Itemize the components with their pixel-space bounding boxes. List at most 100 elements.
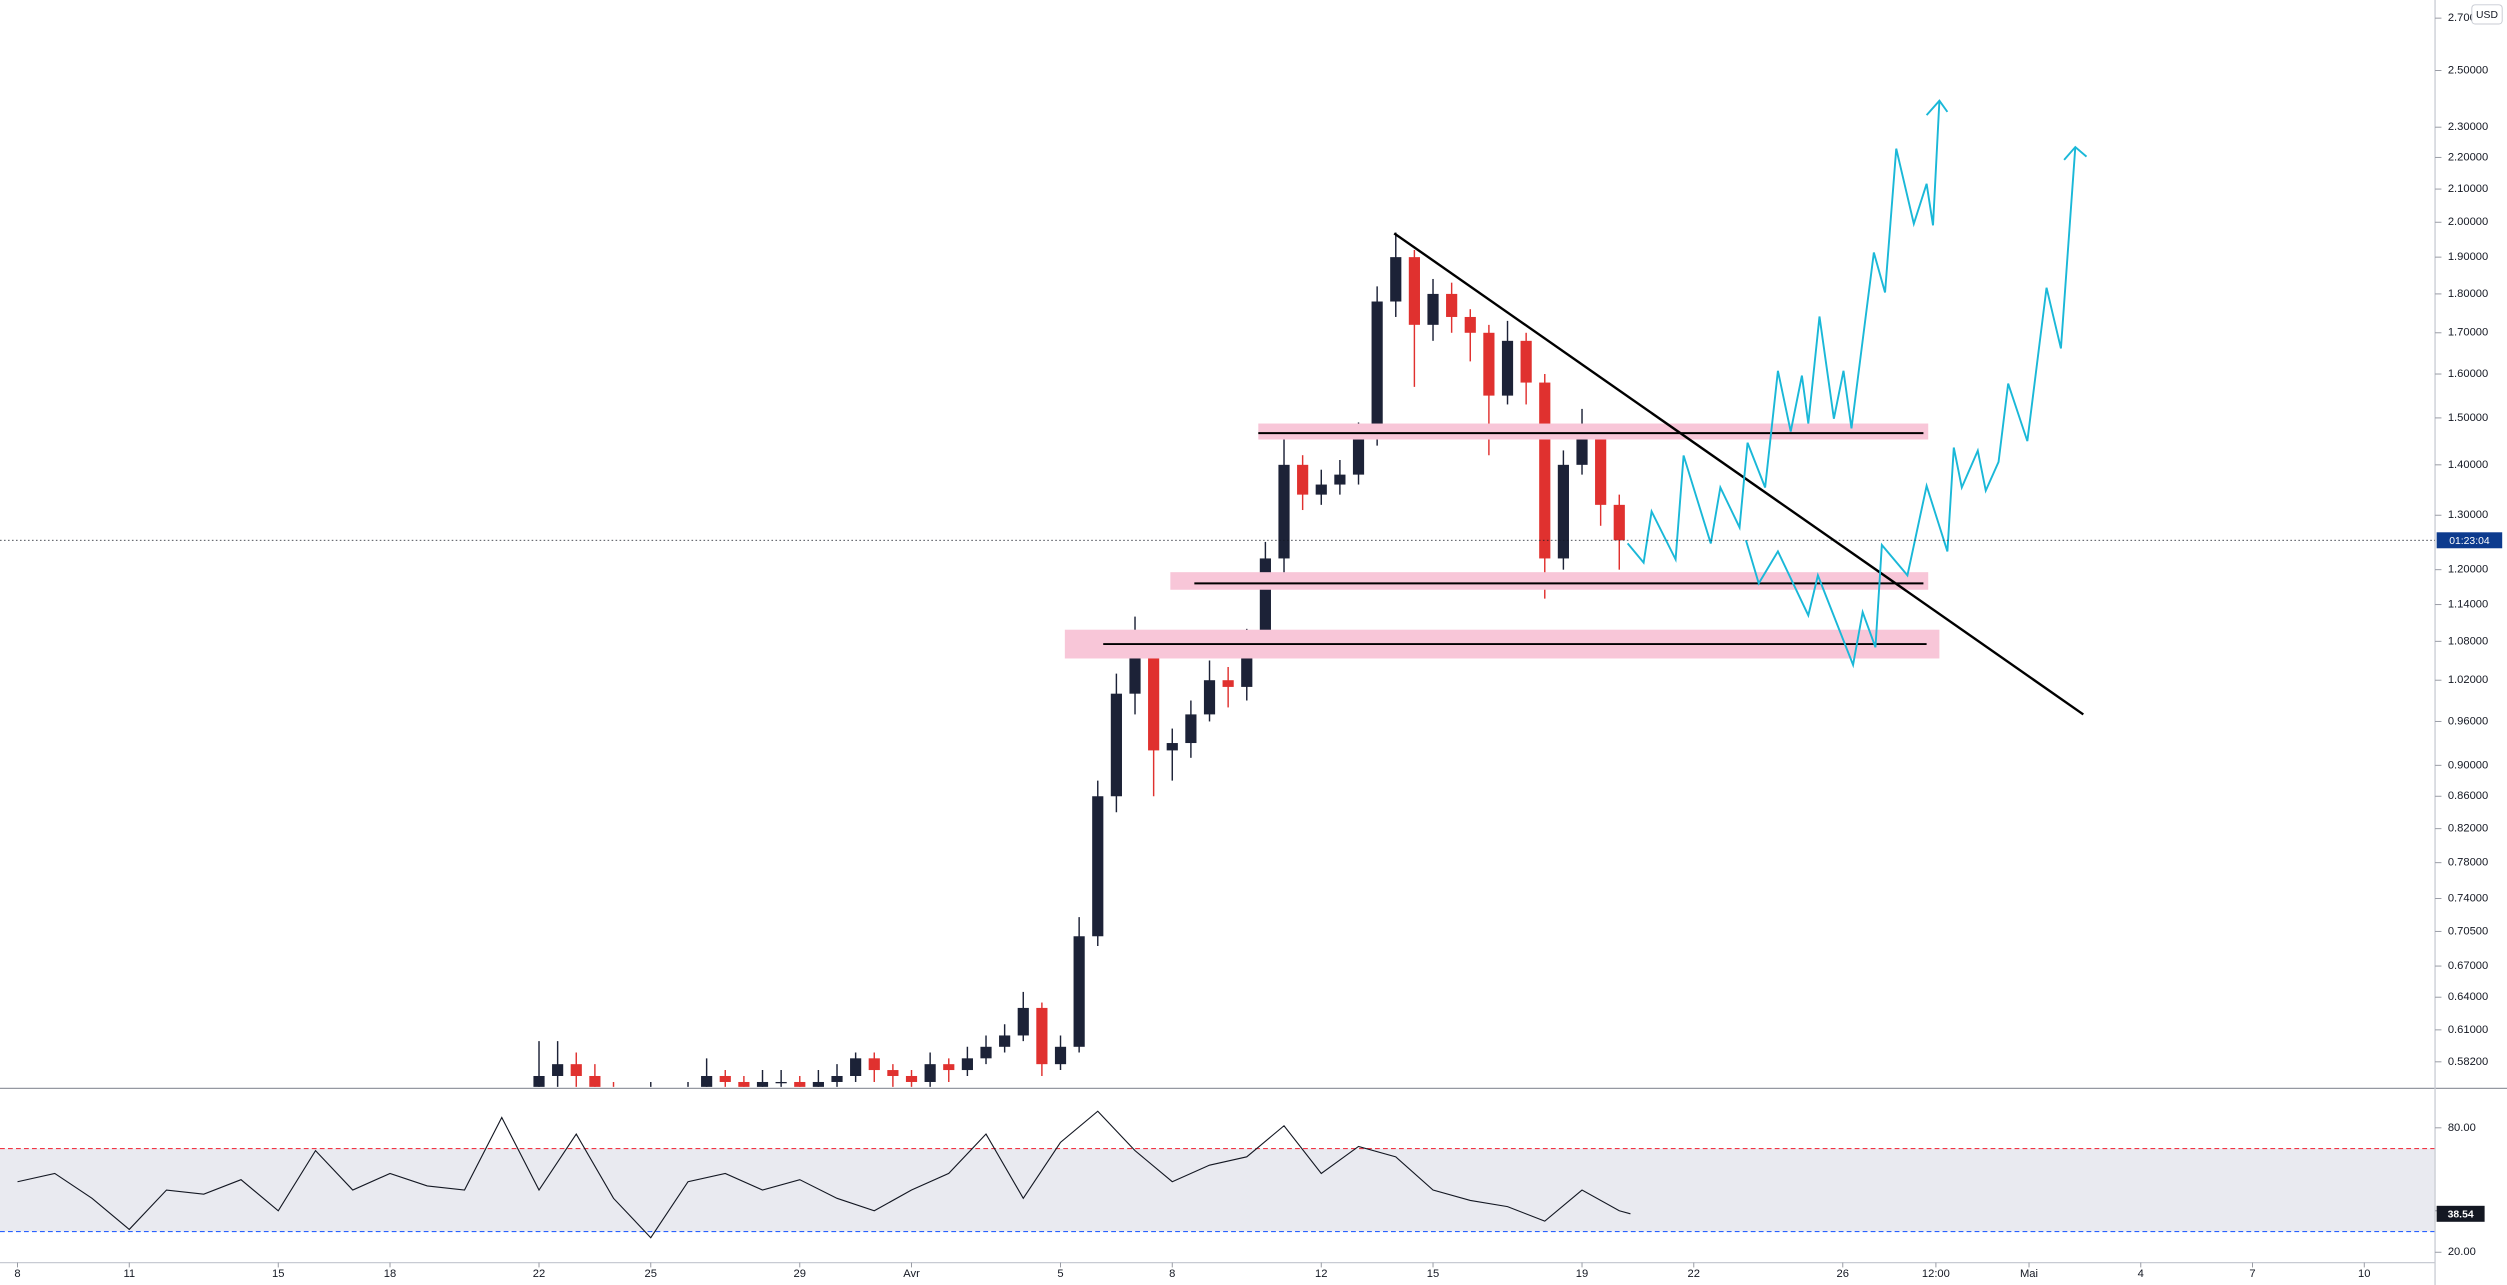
currency-label: USD [2476,10,2498,21]
candle-body [850,1058,862,1076]
rsi-line [17,1110,1631,1239]
y-tick-label: 0.58200 [2448,1056,2488,1068]
x-tick-label: 15 [1427,1268,1439,1280]
candle-body [1501,340,1514,396]
x-tick-label: 18 [384,1268,396,1280]
candle-body [1017,1007,1029,1036]
y-tick-label: 1.50000 [2448,412,2488,424]
y-tick-label: 2.50000 [2448,64,2488,76]
candle-body [1427,293,1439,325]
candle-body [1539,382,1551,559]
candle-body [1576,431,1588,465]
y-tick-label: 0.61000 [2448,1024,2488,1036]
projection-path [1745,146,2077,669]
rsi-line-layer [17,1110,1631,1239]
candle-body [905,1075,918,1082]
y-tick-label: 80.00 [2448,1122,2476,1134]
candle-body [1483,332,1495,396]
rsi-pane [0,1147,2436,1233]
candle-body [1278,464,1290,559]
last-value-label: 38.54 [2448,1209,2474,1220]
y-tick-label: 1.60000 [2448,368,2488,380]
candle-body [1464,316,1476,333]
candle-body [1092,796,1104,937]
y-tick-label: 20.00 [2448,1246,2476,1258]
y-tick-label: 0.70500 [2448,925,2488,937]
x-tick-label: 15 [272,1268,284,1280]
countdown-label: 01:23:04 [2449,536,2490,547]
candle-body [1352,436,1365,475]
candle-body [1036,1007,1048,1065]
y-tick-label: 1.02000 [2448,674,2488,686]
candle-body [831,1075,843,1082]
x-tick-label: 7 [2249,1268,2255,1280]
candle-body [1203,680,1216,715]
countdown-box [2436,532,2503,549]
y-tick-label: 1.08000 [2448,635,2488,647]
candle-body [961,1058,973,1071]
x-tick-label: 25 [645,1268,657,1280]
last-value-box [2436,1205,2485,1222]
y-tick-label: 1.80000 [2448,288,2488,300]
trend-line [1393,232,2084,716]
zone [1170,572,1929,590]
candle-body [1315,484,1327,495]
x-tick-label: 12 [1315,1268,1327,1280]
candle-body [1520,340,1532,383]
candle-body [887,1070,899,1076]
y-tick-label: 1.40000 [2448,459,2488,471]
candle-body [980,1046,992,1059]
x-tick-label: 22 [1688,1268,1700,1280]
candle-body [1613,504,1625,541]
x-tick-label: 4 [2138,1268,2144,1280]
candle-body [1446,293,1458,317]
drawings [1064,99,2088,716]
y-tick-label: 0.86000 [2448,790,2488,802]
y-tick-label: 2.70000 [2448,12,2488,24]
y-tick-label: 0.90000 [2448,759,2488,771]
candle-body [1259,558,1271,642]
y-tick-label: 0.96000 [2448,715,2488,727]
candle-body [756,1081,769,1087]
y-tick-label: 1.30000 [2448,509,2488,521]
candle-body [1073,936,1085,1047]
projection-arrow [1925,99,1949,116]
zone [1258,423,1929,440]
x-tick-label: Avr [903,1268,920,1280]
x-tick-label: 11 [123,1268,135,1280]
y-tick-label: 1.20000 [2448,564,2488,576]
candle-body [1166,743,1178,751]
candle-body [775,1081,787,1084]
candle-body [1334,474,1346,485]
y-tick-label: 1.14000 [2448,599,2488,611]
candle-body [1371,301,1383,437]
candle-body [552,1064,564,1076]
axes: 2.70000 2.50000 2.30000 2.20000 2.10000 2.000… [0,12,2503,1280]
candle-body [1241,641,1253,687]
y-tick-label: 2.20000 [2448,151,2488,163]
candle-body [794,1081,806,1087]
candle-body [943,1064,955,1071]
x-tick-label: 8 [14,1268,20,1280]
x-tick-label: 19 [1576,1268,1588,1280]
x-tick-label: 5 [1057,1268,1063,1280]
candle-body [1557,464,1569,559]
candle-body [1595,431,1607,505]
price-pane [533,232,1625,1087]
currency-box[interactable] [2471,4,2503,25]
x-tick-label: 26 [1837,1268,1849,1280]
y-tick-label: 2.10000 [2448,183,2488,195]
candle-body [589,1075,601,1087]
projection-path [1626,100,1941,565]
candle-body [1408,257,1420,325]
x-tick-label: Mai [2020,1268,2038,1280]
x-tick-label: 8 [1169,1268,1175,1280]
x-tick-label: 10 [2358,1268,2370,1280]
y-tick-label: 0.78000 [2448,857,2488,869]
y-tick-label: 0.82000 [2448,823,2488,835]
candle-body [1054,1046,1067,1065]
candle-body [1185,714,1197,744]
y-tick-label: 2.30000 [2448,121,2488,133]
